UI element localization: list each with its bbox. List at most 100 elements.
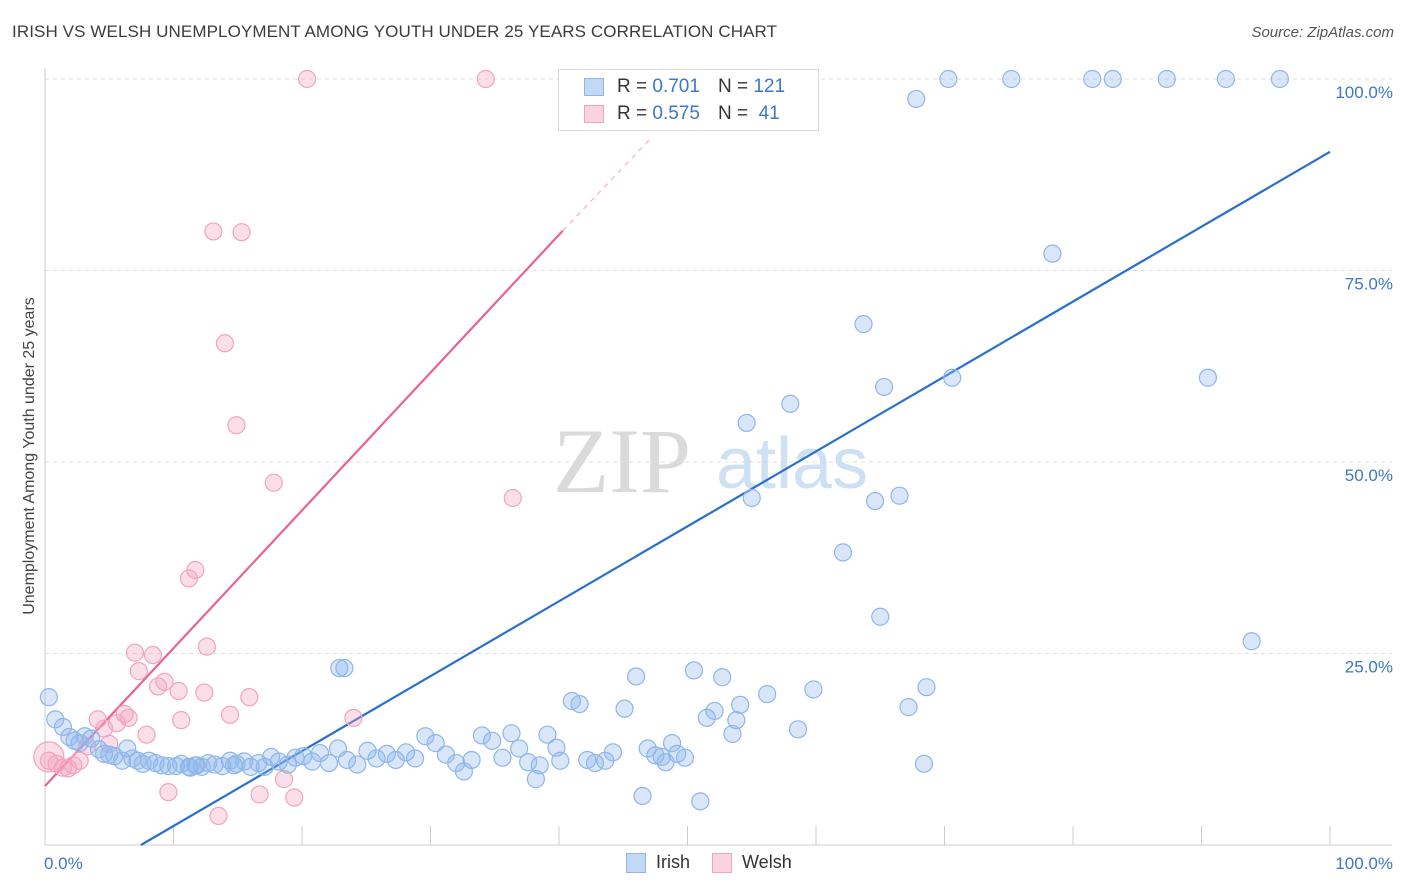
irish-point (53, 717, 73, 737)
irish-point (1103, 69, 1122, 89)
data-points (33, 69, 1289, 825)
legend-row-irish: R = 0.701 N = 121 (584, 74, 785, 100)
welsh-swatch (584, 105, 604, 123)
irish-point (890, 486, 909, 505)
irish-legend-label: Irish (656, 852, 691, 872)
irish-point (675, 748, 695, 767)
irish-point (939, 69, 958, 89)
irish-point (723, 724, 742, 744)
irish-point (530, 756, 549, 775)
irish-point (1083, 69, 1102, 89)
irish-point (788, 720, 808, 739)
legend-item-irish[interactable]: Irish (626, 852, 690, 873)
irish-point (758, 684, 777, 704)
irish-legend-swatch (626, 852, 646, 873)
legend-row-welsh: R = 0.575 N = 41 (584, 101, 780, 127)
welsh-point (107, 714, 127, 733)
irish-point (152, 756, 172, 775)
welsh-point (232, 223, 251, 242)
source-label[interactable]: Source: ZipAtlas.com (1251, 24, 1394, 41)
y-tick-label: 75.0% (1345, 275, 1393, 294)
irish-point (907, 89, 926, 109)
irish-point (1242, 632, 1261, 651)
irish-point (348, 755, 367, 774)
irish-point (1270, 69, 1289, 89)
welsh-point (250, 785, 269, 804)
irish-point (1043, 244, 1062, 263)
irish-point (205, 755, 224, 774)
irish-point (405, 749, 425, 768)
irish-point (335, 658, 354, 678)
irish-point (626, 667, 646, 686)
irish-point (737, 413, 756, 433)
irish-point (278, 755, 297, 774)
trend-lines (44, 139, 1331, 846)
welsh-point (125, 643, 145, 662)
irish-point (854, 315, 873, 334)
irish-point (943, 368, 962, 387)
irish-point (224, 756, 243, 775)
welsh-point (148, 677, 168, 696)
welsh-point (274, 770, 294, 789)
welsh-legend-label: Welsh (742, 852, 792, 872)
irish-point (502, 724, 521, 743)
irish-point (118, 739, 137, 758)
watermark-zip: ZIP (553, 410, 691, 512)
welsh-point-large (33, 741, 65, 773)
welsh-trend-line (44, 229, 564, 787)
irish-point (871, 607, 890, 626)
irish-point (551, 751, 570, 770)
irish-point (875, 377, 894, 397)
irish-point (866, 491, 885, 511)
irish-point (1002, 69, 1021, 89)
welsh-point (476, 69, 495, 89)
irish-n-value: 121 (753, 76, 786, 97)
irish-point (255, 757, 274, 776)
irish-point (187, 756, 206, 775)
welsh-point (204, 222, 223, 241)
welsh-point (285, 788, 304, 807)
welsh-r-value: 0.575 (652, 103, 700, 124)
legend-item-welsh[interactable]: Welsh (712, 852, 792, 873)
welsh-point (197, 637, 217, 656)
irish-point (396, 743, 416, 762)
welsh-point (186, 560, 205, 580)
welsh-point (195, 683, 214, 702)
welsh-point (215, 334, 234, 353)
axes (44, 68, 1392, 846)
welsh-legend-swatch (712, 852, 733, 873)
welsh-point (155, 672, 174, 691)
irish-point (917, 678, 936, 697)
irish-point (337, 750, 357, 770)
irish-point (713, 668, 732, 687)
irish-point (570, 694, 589, 714)
grid (45, 78, 1392, 654)
welsh-point (70, 751, 89, 770)
irish-point (731, 695, 750, 714)
y-tick-label: 100.0% (1335, 83, 1393, 102)
irish-point (638, 739, 657, 758)
irish-point (684, 661, 704, 680)
irish-r-label: R = (617, 76, 648, 97)
y-tick-label: 25.0% (1345, 658, 1393, 677)
irish-point (697, 708, 716, 727)
irish-point (646, 746, 665, 765)
irish-point (804, 680, 823, 699)
welsh-point (169, 681, 188, 701)
irish-point (330, 658, 349, 678)
welsh-point (159, 783, 178, 802)
irish-point (367, 749, 386, 768)
irish-point (833, 543, 853, 562)
irish-point (199, 753, 218, 773)
welsh-point (209, 806, 228, 825)
irish-r-value: 0.701 (652, 76, 700, 97)
y-axis-label: Unemployment Among Youth under 25 years (21, 297, 38, 615)
irish-point (633, 786, 652, 806)
watermark-atlas: atlas (716, 424, 868, 504)
welsh-r-label: R = (617, 103, 648, 124)
irish-point (662, 734, 682, 753)
irish-point (899, 698, 918, 717)
welsh-trend-extension (562, 139, 650, 232)
welsh-point (64, 756, 83, 775)
